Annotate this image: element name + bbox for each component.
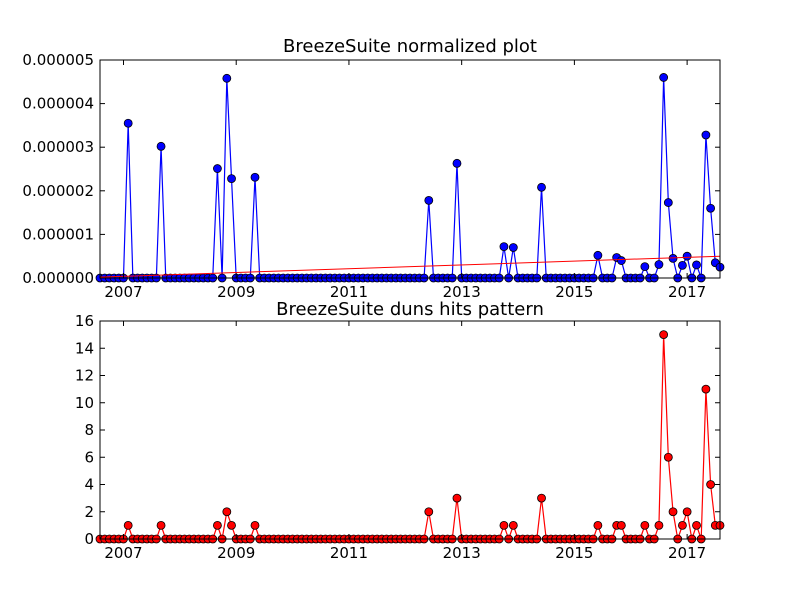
y-tick-label: 0.000003 bbox=[22, 138, 94, 156]
data-point bbox=[508, 243, 518, 252]
data-point bbox=[156, 141, 166, 151]
y-tick-label: 0.000004 bbox=[22, 95, 94, 113]
x-tick-label: 2011 bbox=[330, 283, 368, 301]
data-point bbox=[593, 250, 603, 260]
data-point bbox=[640, 262, 650, 272]
y-tick-label: 0.000000 bbox=[22, 269, 94, 287]
x-tick-label: 2015 bbox=[555, 283, 593, 301]
data-point bbox=[593, 520, 603, 530]
trend-line bbox=[99, 255, 721, 278]
y-tick-label: 0.000001 bbox=[22, 225, 94, 243]
x-tick-label: 2015 bbox=[555, 544, 593, 562]
data-point bbox=[701, 384, 711, 394]
y-tick-label: 16 bbox=[75, 312, 94, 330]
x-tick-label: 2011 bbox=[330, 544, 368, 562]
y-tick-label: 0.000005 bbox=[22, 51, 94, 69]
data-point bbox=[692, 260, 701, 270]
data-point bbox=[682, 507, 692, 517]
x-tick-label: 2007 bbox=[104, 283, 142, 301]
data-point bbox=[213, 164, 222, 173]
data-point bbox=[678, 520, 687, 530]
duns-hits-chart-title: BreezeSuite duns hits pattern bbox=[276, 299, 544, 320]
duns-hits-chart: BreezeSuite duns hits pattern 2007 2009 20… bbox=[75, 299, 725, 562]
duns-hits-chart-ticks: 2007 2009 2011 2013 2015 2017 0 2 4 6 8 10 12 14 16 bbox=[75, 312, 720, 562]
x-tick-label: 2007 bbox=[104, 544, 142, 562]
data-point bbox=[706, 203, 716, 213]
data-point bbox=[424, 507, 434, 517]
normalized-chart-ticks: 2007 2009 2011 2013 2015 2017 0.000000 0.000001… bbox=[22, 51, 720, 301]
data-point bbox=[640, 520, 650, 530]
normalized-plot-frame bbox=[99, 59, 721, 279]
data-point bbox=[499, 520, 509, 530]
data-point bbox=[668, 507, 678, 517]
data-point bbox=[682, 251, 692, 261]
data-point bbox=[663, 452, 673, 462]
y-tick-label: 2 bbox=[84, 503, 94, 521]
y-tick-label: 6 bbox=[84, 448, 94, 466]
normalized-chart-title: BreezeSuite normalized plot bbox=[283, 36, 537, 57]
data-point bbox=[616, 256, 626, 265]
data-point bbox=[227, 174, 236, 183]
data-point bbox=[222, 507, 232, 517]
data-point bbox=[250, 172, 260, 182]
data-point bbox=[452, 493, 462, 503]
x-tick-label: 2013 bbox=[443, 283, 481, 301]
data-point bbox=[508, 520, 518, 530]
y-tick-label: 10 bbox=[75, 394, 94, 412]
x-tick-label: 2009 bbox=[217, 283, 255, 301]
data-point bbox=[123, 118, 133, 128]
data-point bbox=[123, 520, 133, 530]
data-point bbox=[663, 198, 673, 207]
data-point bbox=[424, 195, 434, 205]
data-point bbox=[452, 158, 462, 168]
x-tick-label: 2017 bbox=[668, 544, 706, 562]
data-point bbox=[706, 480, 716, 489]
data-point bbox=[537, 182, 546, 192]
data-point bbox=[692, 520, 701, 530]
data-point bbox=[537, 493, 546, 503]
data-point bbox=[156, 520, 166, 530]
y-tick-label: 8 bbox=[84, 421, 94, 439]
y-tick-label: 4 bbox=[84, 476, 94, 494]
data-point bbox=[654, 520, 664, 530]
y-tick-label: 14 bbox=[75, 339, 94, 357]
data-point bbox=[616, 520, 626, 530]
normalized-chart: BreezeSuite normalized plot 2007 2009 2011… bbox=[22, 36, 725, 301]
data-point bbox=[250, 520, 260, 530]
x-tick-label: 2013 bbox=[443, 544, 481, 562]
y-tick-label: 0 bbox=[84, 530, 94, 548]
data-point bbox=[213, 520, 222, 530]
data-point bbox=[678, 260, 687, 270]
x-tick-label: 2017 bbox=[668, 283, 706, 301]
data-point bbox=[499, 242, 509, 252]
y-tick-label: 0.000002 bbox=[22, 182, 94, 200]
data-point bbox=[227, 520, 236, 530]
data-point bbox=[659, 73, 669, 82]
data-point bbox=[701, 130, 711, 140]
data-point bbox=[654, 260, 664, 269]
x-tick-label: 2009 bbox=[217, 544, 255, 562]
y-tick-label: 12 bbox=[75, 367, 94, 385]
data-point bbox=[222, 73, 232, 83]
data-point bbox=[659, 330, 669, 340]
